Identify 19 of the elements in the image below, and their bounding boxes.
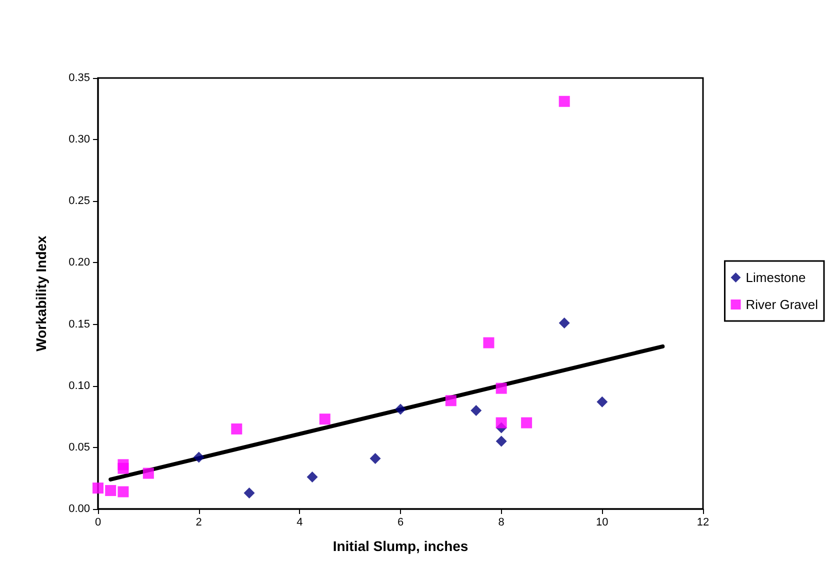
x-tick-label: 12 [696, 516, 710, 528]
x-tick-label: 2 [196, 516, 202, 528]
y-tick-label: 0.15 [68, 318, 90, 330]
y-axis-title: Workability Index [33, 235, 49, 352]
x-tick-label: 4 [296, 516, 303, 528]
x-tick-label: 0 [94, 516, 102, 528]
y-tick-label: 0.20 [68, 256, 90, 269]
legend-label: River Gravel [746, 297, 818, 312]
y-tick-label: 0.35 [68, 72, 90, 84]
x-tick-label: 10 [596, 516, 608, 528]
y-tick-label: 0.10 [68, 380, 90, 392]
y-tick-label: 0.05 [68, 441, 90, 454]
y-tick-label: 0.00 [68, 503, 90, 515]
x-tick-label: 8 [498, 516, 504, 528]
y-tick-label: 0.25 [68, 195, 90, 208]
legend-label: Limestone [746, 270, 806, 285]
y-tick-label: 0.30 [68, 134, 90, 146]
x-axis-title: Initial Slump, inches [332, 538, 468, 554]
x-tick-label: 6 [397, 516, 404, 528]
